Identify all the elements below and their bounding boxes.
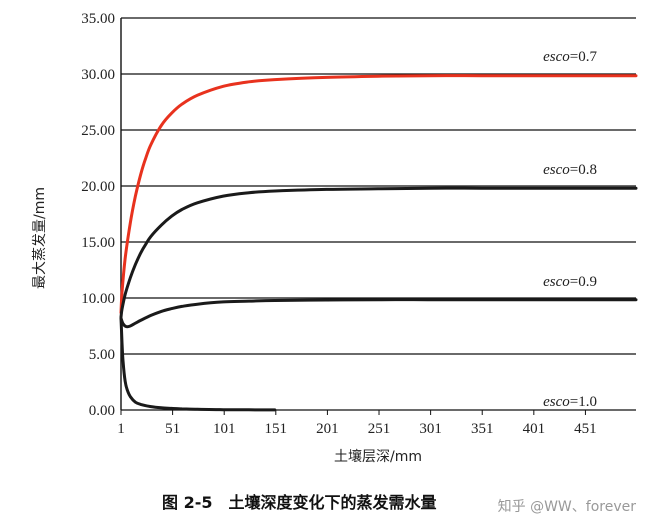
series-annotation: esco=0.7: [543, 49, 597, 65]
series-annotation: esco=1.0: [543, 394, 597, 410]
y-tick-labels: 0.00 5.00 10.00 15.00 20.00 25.00 30.00 35.00: [81, 11, 115, 419]
x-tick-label: 401: [523, 421, 546, 437]
x-tick-label: 301: [419, 421, 442, 437]
y-tick-label: 5.00: [89, 347, 115, 363]
series-line-4: [119, 316, 277, 412]
y-axis-label: 最大蒸发量/mm: [32, 187, 48, 289]
y-tick-label: 15.00: [81, 235, 115, 251]
x-tick-label: 201: [316, 421, 339, 437]
y-tick-label: 0.00: [89, 403, 115, 419]
series-line-2: [119, 186, 638, 319]
x-tick-label: 101: [213, 421, 236, 437]
series-annotation: esco=0.9: [543, 274, 597, 290]
watermark: 知乎 @WW、forever: [498, 498, 637, 515]
y-tick-label: 10.00: [81, 291, 115, 307]
y-tick-label: 20.00: [81, 179, 115, 195]
series-line-1: [119, 74, 638, 315]
series-line-3: [119, 298, 638, 329]
series-annotation: esco=0.8: [543, 162, 597, 178]
x-tick-label: 51: [165, 421, 180, 437]
y-tick-label: 25.00: [81, 123, 115, 139]
x-axis-label: 土壤层深/mm: [334, 448, 422, 465]
grid-lines: [120, 17, 636, 415]
series-lines: [119, 74, 638, 412]
x-tick-label: 151: [265, 421, 288, 437]
x-tick-labels: 1 51 101 151 201 251 301 351 401 451: [117, 421, 596, 437]
x-tick-label: 451: [574, 421, 597, 437]
x-tick-label: 251: [368, 421, 391, 437]
y-tick-label: 35.00: [81, 11, 115, 27]
x-tick-label: 1: [117, 421, 125, 437]
x-tick-label: 351: [471, 421, 494, 437]
series-annotations: esco=0.7 esco=0.8 esco=0.9 esco=1.0: [543, 49, 597, 410]
figure-caption: 图 2-5 土壤深度变化下的蒸发需水量: [162, 493, 436, 512]
y-tick-label: 30.00: [81, 67, 115, 83]
